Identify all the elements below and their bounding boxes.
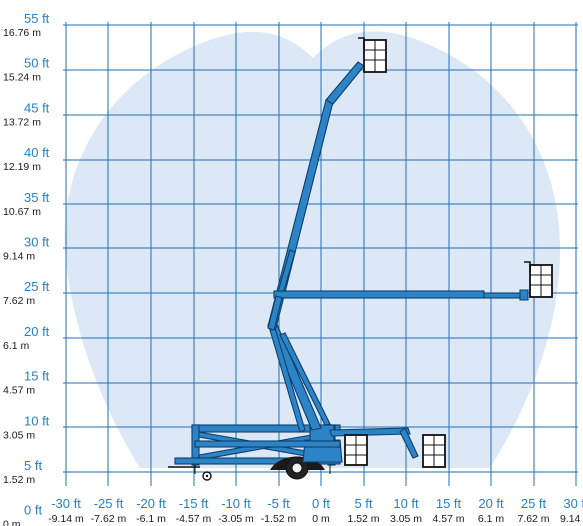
y-label-m: 15.24 m <box>3 72 41 84</box>
x-label-m: -4.57 m <box>176 513 212 525</box>
y-label-ft: 35 ft <box>24 190 50 205</box>
x-label-m: 9.14 m <box>560 513 583 525</box>
grid-lines <box>63 22 578 486</box>
x-label-m: -7.62 m <box>91 513 127 525</box>
x-label-ft: 25 ft <box>521 496 547 511</box>
x-label-m: -3.05 m <box>218 513 254 525</box>
x-label-ft: -10 ft <box>221 496 251 511</box>
y-label-ft: 40 ft <box>24 145 50 160</box>
y-label-ft: 20 ft <box>24 324 50 339</box>
x-label-ft: -25 ft <box>94 496 124 511</box>
y-label-m: 3.05 m <box>3 429 35 441</box>
y-label-m: 7.62 m <box>3 295 35 307</box>
x-label-ft: 5 ft <box>354 496 372 511</box>
x-label-ft: 15 ft <box>436 496 462 511</box>
x-label-m: 3.05 m <box>390 513 422 525</box>
x-label-ft: 20 ft <box>478 496 504 511</box>
x-label-ft: 10 ft <box>393 496 419 511</box>
x-label-m: 7.62 m <box>517 513 549 525</box>
x-label-m: 4.57 m <box>432 513 464 525</box>
x-label-m: -1.52 m <box>261 513 297 525</box>
stowed-boom <box>194 440 341 448</box>
y-label-ft: 25 ft <box>24 279 50 294</box>
x-label-m: -6.1 m <box>136 513 166 525</box>
x-label-ft: -15 ft <box>179 496 209 511</box>
y-label-m: 12.19 m <box>3 161 41 173</box>
y-label-m: 4.57 m <box>3 385 35 397</box>
y-label-ft: 0 ft <box>24 503 42 518</box>
y-label-ft: 15 ft <box>24 369 50 384</box>
x-label-m: -9.14 m <box>48 513 84 525</box>
working-envelope <box>64 31 561 468</box>
x-axis-labels: -30 ft -9.14 m -25 ft -7.62 m -20 ft -6.1 m -1… <box>48 496 583 525</box>
x-label-ft: 0 ft <box>312 496 330 511</box>
y-label-ft: 5 ft <box>24 458 42 473</box>
basket-stowed <box>344 434 368 466</box>
x-label-m: 1.52 m <box>347 513 379 525</box>
boom-lift-illustration <box>168 37 553 481</box>
x-label-ft: -30 ft <box>51 496 81 511</box>
y-label-m: 1.52 m <box>3 474 35 486</box>
x-label-m: 6.1 m <box>478 513 505 525</box>
y-label-m: 10.67 m <box>3 206 41 218</box>
y-label-m: 9.14 m <box>3 251 35 263</box>
upper-boom-low <box>329 427 419 459</box>
x-label-ft: 30 ft <box>563 496 583 511</box>
y-label-ft: 55 ft <box>24 11 50 26</box>
x-label-m: 0 m <box>312 513 330 525</box>
basket-right <box>524 261 553 298</box>
x-label-ft: -20 ft <box>136 496 166 511</box>
y-label-m: 16.76 m <box>3 27 41 39</box>
y-label-ft: 45 ft <box>24 100 50 115</box>
y-label-m: 6.1 m <box>3 340 30 352</box>
basket-low <box>422 434 446 468</box>
y-label-ft: 10 ft <box>24 413 50 428</box>
x-label-ft: -5 ft <box>267 496 290 511</box>
y-label-m: 0 m <box>3 519 21 526</box>
y-label-ft: 30 ft <box>24 235 50 250</box>
lower-boom <box>267 321 331 433</box>
upper-boom-horizontal <box>267 289 529 331</box>
y-label-m: 13.72 m <box>3 116 41 128</box>
basket-top <box>358 37 387 73</box>
y-label-ft: 50 ft <box>24 56 50 71</box>
